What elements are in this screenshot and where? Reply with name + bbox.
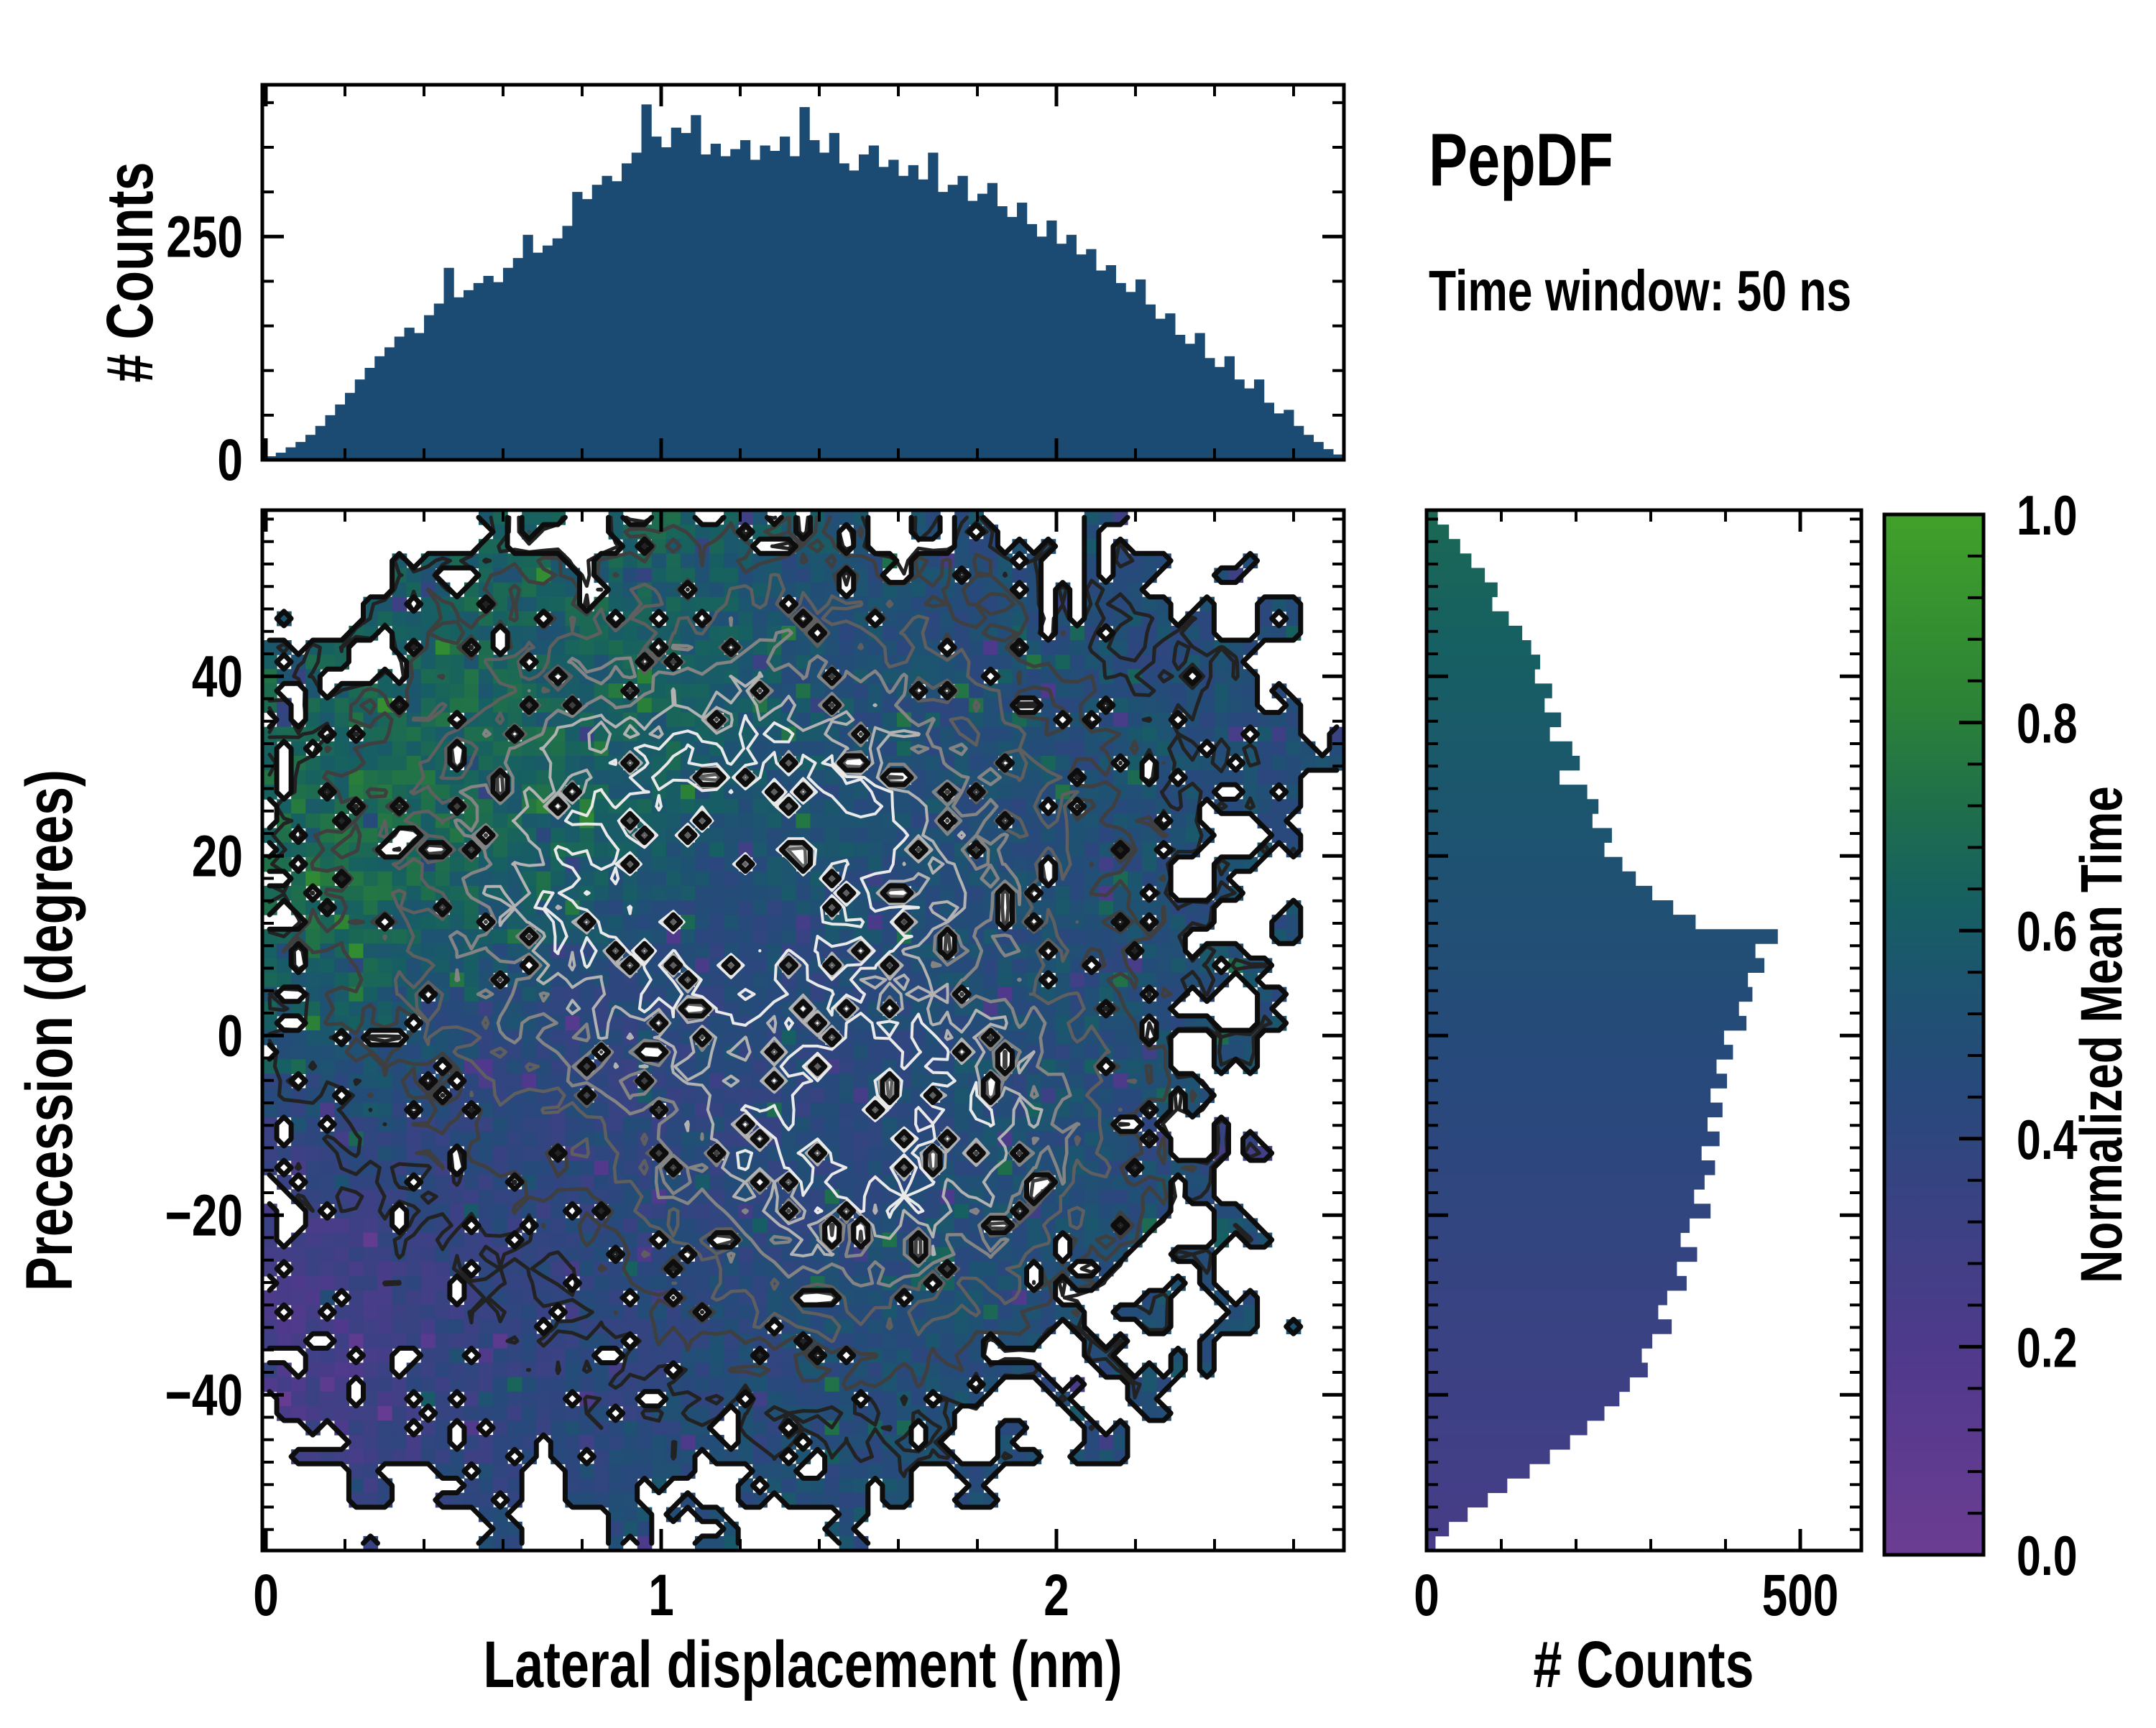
right-histogram-bars-layer bbox=[1427, 510, 1778, 1551]
heatmap-contours-layer bbox=[267, 514, 1340, 1546]
main-heatmap-frame bbox=[260, 508, 1346, 1553]
tick-label: 0 bbox=[253, 1561, 279, 1628]
tick-label: 40 bbox=[192, 643, 243, 710]
tick-label: 0 bbox=[217, 426, 243, 493]
tick-label: 0.8 bbox=[2017, 692, 2078, 754]
top-histogram-bars-layer bbox=[266, 104, 1344, 461]
tick-label: −40 bbox=[165, 1362, 243, 1428]
tick-label: 0 bbox=[1414, 1561, 1439, 1628]
tick-label: 1 bbox=[648, 1561, 674, 1628]
tick-label: 0.0 bbox=[2017, 1525, 2078, 1587]
tick-label: 0.6 bbox=[2017, 900, 2078, 963]
tick-label: 0 bbox=[217, 1002, 243, 1069]
top-histogram-ylabel: # Counts bbox=[93, 162, 167, 383]
tick-label: 0.2 bbox=[2017, 1316, 2078, 1379]
tick-label: 1.0 bbox=[2017, 484, 2078, 547]
axis-ticks-layer bbox=[262, 85, 1984, 1557]
right-histogram-frame bbox=[1424, 508, 1864, 1553]
page-title: PepDF bbox=[1429, 118, 1613, 201]
main-ylabel: Precession (degrees) bbox=[12, 770, 86, 1291]
colorbar-gradient bbox=[1884, 514, 1984, 1555]
main-xlabel: Lateral displacement (nm) bbox=[483, 1627, 1122, 1701]
tick-label: 250 bbox=[166, 203, 243, 270]
right-histogram-xlabel: # Counts bbox=[1534, 1627, 1754, 1701]
tick-label: 500 bbox=[1762, 1561, 1839, 1628]
colorbar-frame bbox=[1882, 512, 1986, 1557]
tick-label: −20 bbox=[165, 1182, 243, 1249]
tick-label: 0.4 bbox=[2017, 1109, 2078, 1171]
tick-label: 20 bbox=[192, 823, 243, 890]
subtitle-time-window: Time window: 50 ns bbox=[1429, 259, 1851, 323]
tick-label: 2 bbox=[1044, 1561, 1069, 1628]
colorbar-label: Normalized Mean Time bbox=[2068, 786, 2134, 1283]
top-histogram-frame bbox=[260, 83, 1346, 462]
